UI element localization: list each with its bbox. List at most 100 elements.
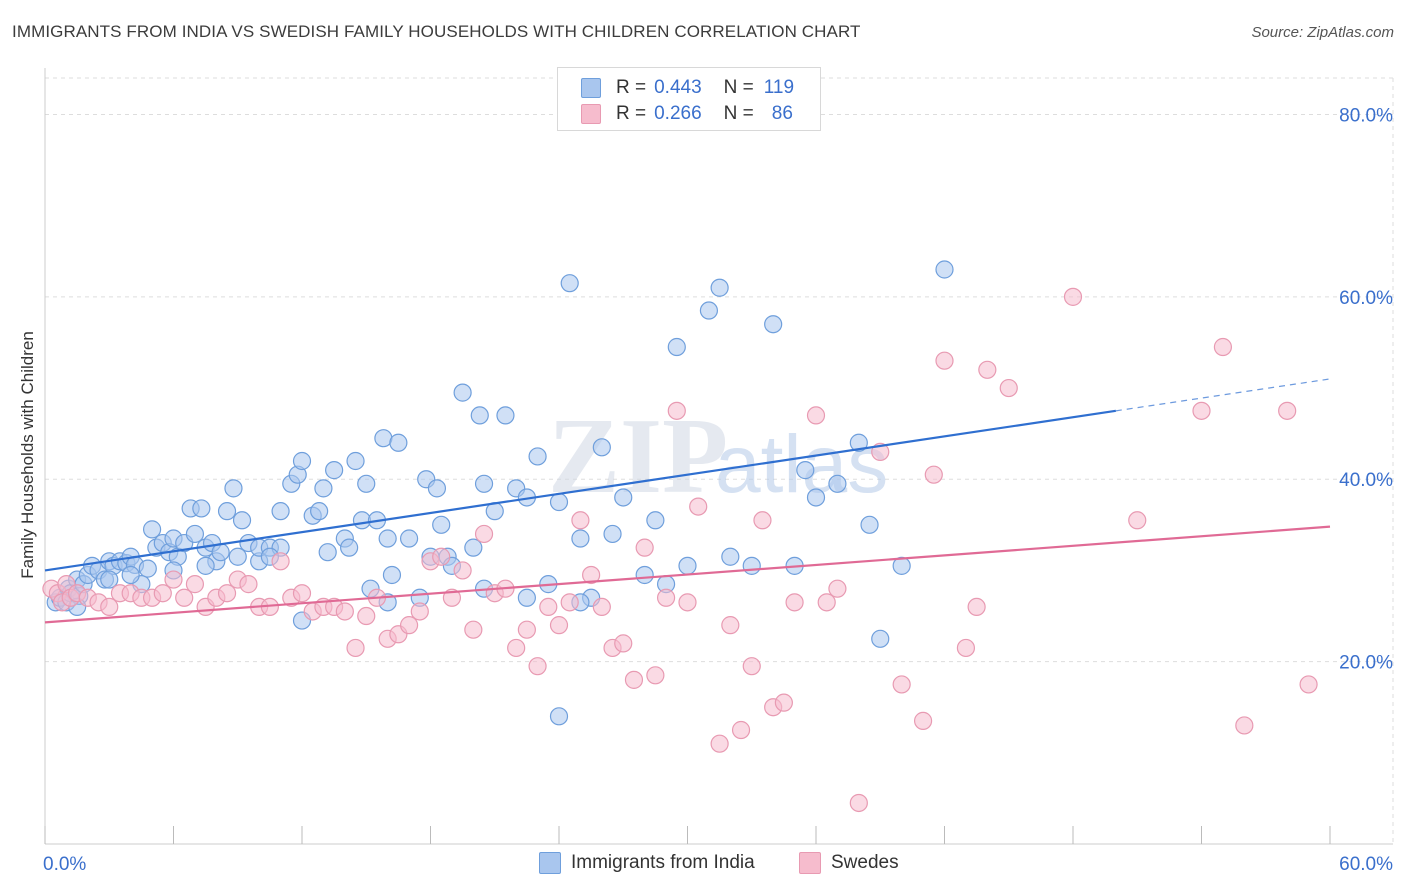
swedes-point: [1063, 287, 1083, 306]
india-point: [142, 520, 162, 539]
india-point: [357, 474, 376, 493]
watermark-zip: ZIP: [548, 397, 728, 516]
india-point: [517, 588, 536, 607]
legend-n-value-pink: 86: [771, 103, 793, 124]
y-tick-label: 80.0%: [1339, 105, 1393, 126]
swedes-point: [507, 638, 526, 658]
india-point: [318, 543, 337, 562]
india-point: [310, 502, 329, 521]
swedes-point: [453, 561, 472, 580]
india-point: [742, 556, 761, 575]
india-point: [549, 492, 569, 512]
india-point: [699, 301, 719, 320]
swedes-point: [1213, 337, 1233, 357]
swedes-point: [849, 793, 868, 813]
swedes-point: [646, 666, 665, 685]
india-point: [378, 529, 397, 548]
india-point: [196, 556, 215, 575]
swedes-point: [399, 616, 419, 635]
india-point: [432, 515, 451, 534]
trend-layer: [44, 378, 1331, 624]
swedes-point: [571, 511, 590, 530]
swedes-point: [153, 584, 172, 603]
swedes-point: [806, 406, 826, 425]
swedes-point: [967, 597, 986, 617]
legend-item-india[interactable]: Immigrants from India: [539, 852, 755, 874]
india-trend-extension: [1115, 378, 1331, 412]
swedes-point: [753, 511, 772, 530]
x-tick-label-min: 0.0%: [43, 854, 86, 875]
swedes-point: [828, 579, 847, 598]
india-point: [892, 556, 911, 575]
swedes-point: [785, 593, 804, 612]
swedes-point: [239, 575, 258, 594]
swedes-point: [731, 720, 751, 740]
y-tick-label: 40.0%: [1339, 470, 1393, 491]
swedes-point: [474, 524, 494, 544]
legend-item-swedes[interactable]: Swedes: [799, 852, 899, 874]
swedes-point: [517, 620, 536, 639]
axis-layer: [44, 68, 1393, 845]
legend-n-value-blue: 119: [763, 77, 795, 98]
india-point: [340, 538, 359, 557]
india-point: [603, 524, 622, 544]
india-point: [935, 260, 954, 279]
india-point: [399, 529, 419, 548]
swedes-point: [292, 584, 312, 603]
swedes-point: [614, 634, 633, 653]
india-point: [871, 629, 890, 648]
swedes-point: [410, 602, 429, 621]
swedes-point: [164, 570, 183, 589]
swedes-point: [742, 657, 761, 676]
swedes-point: [624, 670, 644, 689]
india-point: [271, 502, 290, 521]
india-point: [192, 499, 211, 518]
correlation-legend: R = 0.443 N = 119 R = 0.266 N = 86: [557, 67, 821, 131]
y-tick-label: 20.0%: [1339, 653, 1393, 674]
india-point: [382, 565, 402, 585]
legend-n-label: N =: [723, 77, 754, 98]
y-tick-label: 60.0%: [1339, 288, 1393, 309]
swedes-point: [582, 565, 601, 585]
legend-r-value-blue: 0.443: [654, 77, 702, 98]
india-point: [232, 511, 252, 530]
india-point: [185, 524, 205, 544]
swedes-point: [539, 597, 558, 617]
swedes-point: [892, 675, 911, 694]
swedes-point: [774, 693, 793, 712]
legend-r-label: R =: [616, 103, 647, 124]
india-point: [667, 337, 686, 357]
swedes-point: [1192, 401, 1211, 420]
swedes-point: [271, 552, 290, 571]
india-point: [721, 547, 740, 566]
india-point: [474, 474, 494, 493]
swedes-point: [656, 588, 676, 607]
swedes-point: [560, 593, 579, 612]
swedes-point: [592, 597, 611, 617]
swedes-point: [978, 360, 997, 379]
india-point: [678, 556, 697, 575]
swedes-point: [217, 584, 237, 603]
swedes-point: [635, 538, 654, 557]
india-point: [292, 451, 312, 471]
india-point: [228, 547, 247, 566]
swedes-point: [432, 547, 451, 566]
india-point: [549, 707, 569, 726]
legend-swatch-blue: [581, 78, 601, 98]
india-point: [710, 278, 729, 297]
swedes-point: [1128, 511, 1147, 530]
swedes-point: [935, 351, 954, 370]
swedes-point: [175, 588, 194, 607]
swedes-point: [678, 593, 697, 612]
swedes-point: [1278, 401, 1297, 420]
swedes-point: [924, 465, 943, 484]
india-point: [828, 474, 847, 493]
legend-swatch-swedes: [799, 852, 821, 874]
swedes-point: [464, 620, 483, 639]
swedes-point: [817, 593, 836, 612]
india-point: [464, 538, 483, 557]
india-point: [453, 383, 472, 402]
swedes-point: [185, 575, 205, 594]
swedes-point: [528, 657, 547, 676]
